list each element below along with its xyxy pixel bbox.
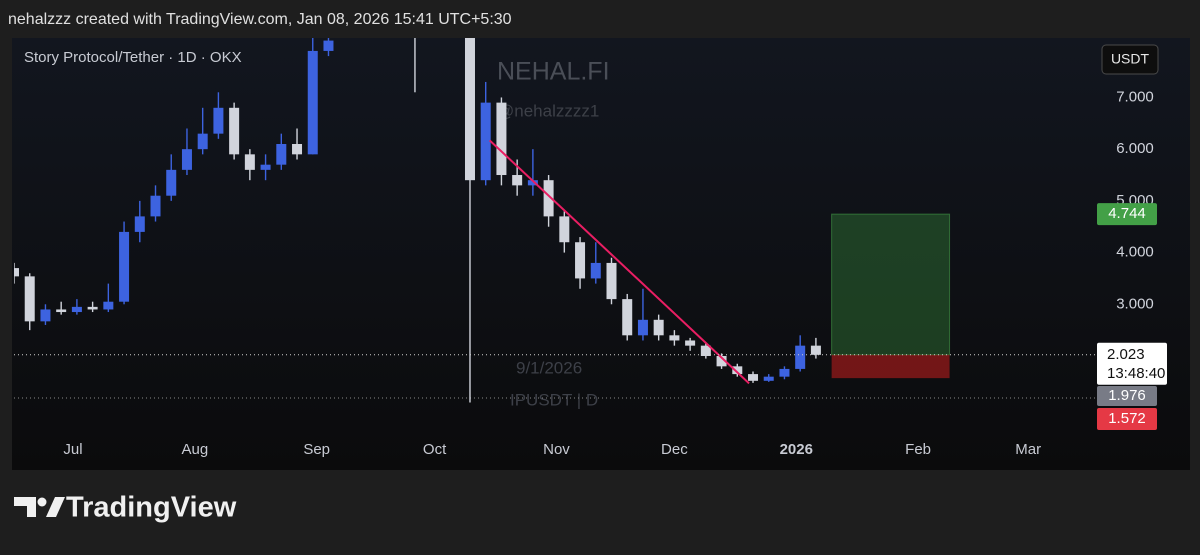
candle-body [166, 169, 177, 196]
y-tick-label: 7.000 [1116, 88, 1154, 105]
chart-panel [12, 38, 1190, 470]
prev-price-tag [1097, 386, 1157, 406]
currency[interactable]: USDT [1111, 51, 1150, 67]
candle-body [512, 175, 523, 186]
stop-price-label: 1.572 [1108, 410, 1146, 427]
y-tick-label: 6.000 [1116, 140, 1154, 157]
x-tick-label: Mar [1015, 441, 1041, 458]
candle-body [716, 355, 727, 367]
candle-body [559, 216, 570, 243]
last-price-tag [1097, 342, 1167, 385]
candle-body [637, 319, 648, 336]
brand-name: TradingView [66, 492, 237, 524]
candle-body [119, 231, 130, 302]
x-tick-label: Feb [905, 441, 931, 458]
target-price-tag [1097, 203, 1157, 226]
candle-body [260, 164, 271, 170]
candle-body [56, 309, 67, 313]
watermark: IPUSDT | D [510, 390, 598, 409]
candle-body [779, 368, 790, 377]
candle-body [748, 374, 759, 381]
watermark: @nehalzzzz1 [497, 101, 599, 120]
candle-body [244, 154, 255, 170]
candle-body [71, 306, 82, 313]
candle-body [40, 309, 51, 322]
x-tick-label: Jul [63, 441, 82, 458]
candle-body [543, 180, 554, 217]
candle-body [622, 299, 633, 336]
y-tick-label: 4.000 [1116, 244, 1154, 261]
candle-body [134, 216, 145, 232]
candle-body [276, 143, 287, 165]
prev-price-label: 1.976 [1108, 387, 1146, 404]
candle-body [732, 366, 743, 375]
candle-body [24, 276, 35, 322]
candle-body [527, 180, 538, 186]
candle-body [810, 345, 821, 355]
currency-box[interactable] [1101, 44, 1159, 75]
trendline [488, 139, 750, 385]
candle-body [103, 301, 114, 310]
candle-body [87, 306, 98, 310]
watermark: 9/1/2026 [516, 358, 582, 377]
target-price-label: 4.744 [1108, 205, 1146, 222]
last-price-label: 2.023 [1107, 346, 1145, 363]
header-text: nehalzzz created with TradingView.com, J… [8, 11, 512, 28]
y-tick-label: 3.000 [1116, 295, 1154, 312]
candle-body [150, 195, 161, 217]
x-tick-label: Oct [423, 441, 447, 458]
candle-body [464, 38, 475, 181]
candle-body [197, 133, 208, 150]
x-tick-label: 2026 [780, 441, 813, 458]
candle-body [14, 268, 19, 277]
candle-body [700, 345, 711, 356]
candle-body [229, 107, 240, 155]
candle-body [307, 50, 318, 155]
position-stop-zone [831, 354, 950, 379]
chart-title: Story Protocol/Tether · 1D · OKX [24, 49, 242, 66]
candle-body [496, 102, 507, 176]
candle-body [575, 242, 586, 279]
candle-body [323, 40, 334, 51]
watermark: NEHAL.FI [497, 58, 610, 86]
brand-logo [14, 497, 65, 517]
x-tick-label: Dec [661, 441, 688, 458]
candle-body [480, 102, 491, 181]
candle-body [292, 143, 303, 155]
x-tick-label: Nov [543, 441, 570, 458]
candle-body [590, 262, 601, 279]
candle-body [213, 107, 224, 134]
candle-body [685, 340, 696, 346]
x-tick-label: Sep [303, 441, 330, 458]
candle-body [606, 262, 617, 300]
candle-body [763, 376, 774, 381]
position-target-zone [831, 213, 951, 356]
x-tick-label: Aug [181, 441, 208, 458]
candle-body [653, 319, 664, 336]
countdown-label: 13:48:40 [1107, 365, 1165, 382]
candle-body [669, 335, 680, 341]
stop-price-tag [1097, 408, 1157, 430]
candle-body [181, 149, 192, 170]
candle-body [795, 345, 806, 369]
